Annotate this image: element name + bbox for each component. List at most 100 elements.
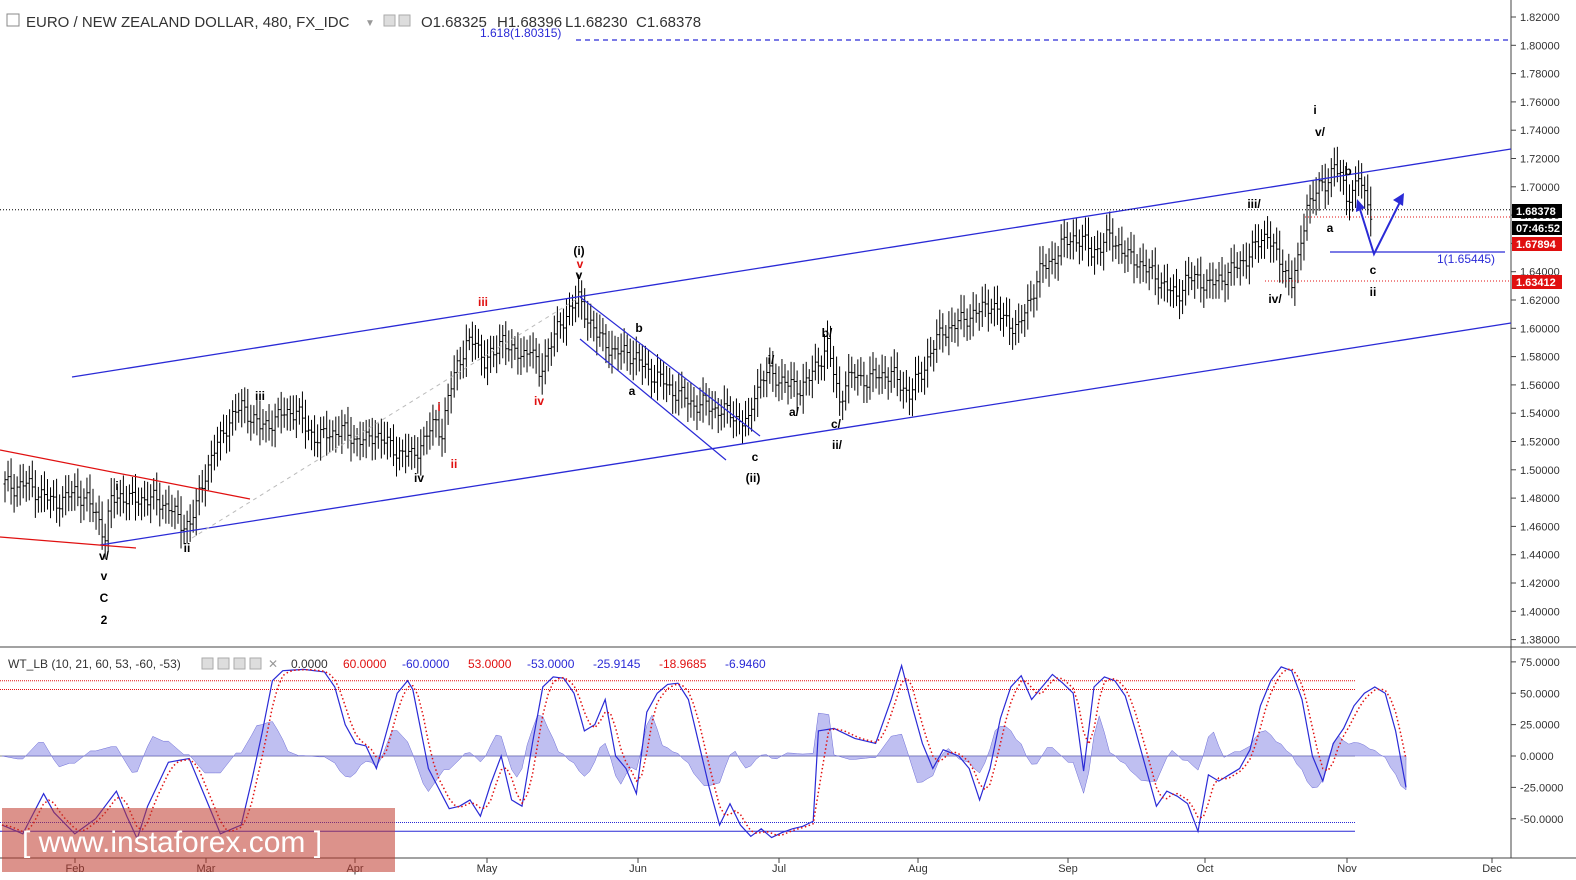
wave-label: iii: [255, 389, 265, 403]
layers-icon[interactable]: [233, 657, 246, 670]
add-icon[interactable]: [249, 657, 262, 670]
price-layer: [0, 39, 1512, 560]
wave-label: i/: [768, 353, 775, 367]
price-badge: [1512, 204, 1562, 218]
osc-value: -60.0000: [402, 657, 450, 671]
red-trendline-lower: [0, 536, 137, 549]
osc-value: -6.9460: [725, 657, 766, 671]
price-badge-text: 07:46:52: [1516, 223, 1560, 235]
wave-label: a/: [789, 405, 800, 419]
x-tick-label: Oct: [1196, 863, 1213, 875]
wave-label: (ii): [746, 471, 761, 485]
x-tick-label: Dec: [1482, 863, 1502, 875]
eye-icon[interactable]: [201, 657, 214, 670]
chart-header: EURO / NEW ZEALAND DOLLAR, 480, FX_IDC ▼…: [6, 13, 701, 31]
header-menu-icon[interactable]: [6, 13, 20, 27]
price-badge-text: 1.67894: [1516, 239, 1557, 251]
y-tick-label: 1.42000: [1520, 578, 1560, 590]
wave-label: ii: [1370, 285, 1377, 299]
wave-label: 2: [101, 613, 108, 627]
wave-label: iii: [478, 295, 488, 309]
gear-icon[interactable]: [398, 14, 411, 27]
target-label: 1(1.65445): [1437, 252, 1495, 266]
y-tick-label: 1.52000: [1520, 437, 1560, 449]
projection-arrowhead: [1393, 193, 1404, 206]
osc-y-tick-label: -25.0000: [1520, 782, 1563, 794]
correction-channel-upper: [579, 296, 761, 437]
wave-label: iv: [414, 471, 424, 485]
symbol-title: EURO / NEW ZEALAND DOLLAR, 480, FX_IDC: [26, 14, 350, 31]
osc-value: -18.9685: [659, 657, 707, 671]
osc-value: 53.0000: [468, 657, 512, 671]
osc-value: 0.0000: [291, 657, 328, 671]
x-tick-label: Nov: [1337, 863, 1357, 875]
wave-label: iii/: [1247, 197, 1261, 211]
gear-icon[interactable]: [217, 657, 230, 670]
price-badge: [1512, 275, 1562, 289]
close-icon[interactable]: ✕: [268, 657, 278, 671]
y-tick-label: 1.40000: [1520, 606, 1560, 618]
lower-channel-line: [99, 322, 1512, 546]
y-tick-label: 1.46000: [1520, 521, 1560, 533]
price-badge-text: 1.68378: [1516, 206, 1556, 218]
wave-label: ii: [451, 457, 458, 471]
price-badge-text: 1.63412: [1516, 277, 1556, 289]
osc-y-tick-label: 50.0000: [1520, 688, 1560, 700]
y-tick-label: 1.58000: [1520, 352, 1560, 364]
wave-label: a: [629, 384, 636, 398]
osc-value: -53.0000: [527, 657, 575, 671]
y-tick-label: 1.44000: [1520, 550, 1560, 562]
osc-y-tick-label: 25.0000: [1520, 720, 1560, 732]
wave-label: b: [635, 321, 642, 335]
ohlc-close: C1.68378: [636, 14, 701, 31]
ohlc-high: H1.68396: [497, 14, 562, 31]
y-tick-label: 1.62000: [1520, 295, 1560, 307]
correction-channel-lower: [579, 338, 727, 461]
wave-label: v: [101, 569, 108, 583]
wave-label: c/: [831, 417, 842, 431]
wave-label: i: [437, 400, 440, 414]
wave-label: b/: [822, 326, 833, 340]
wave-label: C: [100, 591, 109, 605]
y-tick-label: 1.38000: [1520, 635, 1560, 647]
wave-label: c: [752, 450, 759, 464]
y-tick-label: 1.54000: [1520, 408, 1560, 420]
osc-y-tick-label: -50.0000: [1520, 814, 1563, 826]
x-tick-label: Jul: [772, 863, 786, 875]
wave-label: v/: [99, 549, 110, 563]
y-tick-label: 1.78000: [1520, 69, 1560, 81]
wave-label: ii: [184, 541, 191, 555]
x-tick-label: Aug: [908, 863, 928, 875]
oscillator-title: WT_LB (10, 21, 60, 53, -60, -53): [8, 657, 181, 671]
y-tick-label: 1.56000: [1520, 380, 1560, 392]
chevron-down-icon[interactable]: ▼: [365, 18, 375, 29]
projection-arrowhead-start: [1356, 199, 1365, 212]
wave-label: iv: [534, 394, 544, 408]
eye-icon[interactable]: [383, 14, 396, 27]
price-badge: [1512, 237, 1562, 251]
fib-extension-label: 1.618(1.80315): [480, 26, 561, 40]
price-badge: [1512, 221, 1562, 235]
osc-value: -25.9145: [593, 657, 641, 671]
osc-value: 60.0000: [343, 657, 387, 671]
wave-label: ii/: [832, 438, 843, 452]
y-tick-label: 1.80000: [1520, 40, 1560, 52]
wave-label: b: [1344, 164, 1351, 178]
wave-label: v: [576, 268, 583, 282]
osc-y-tick-label: 0.0000: [1520, 751, 1554, 763]
y-tick-label: 1.76000: [1520, 97, 1560, 109]
oscillator-values: 0.0000 60.0000 -60.0000 53.0000 -53.0000 -25.…: [291, 657, 766, 671]
wave-label: iv/: [1268, 292, 1282, 306]
y-tick-label: 1.48000: [1520, 493, 1560, 505]
wave-label: a: [1327, 221, 1334, 235]
ohlc-open: O1.68325: [421, 14, 487, 31]
wave-label: v: [577, 257, 584, 271]
watermark: [ www.instaforex.com ]: [2, 808, 395, 872]
y-tick-label: 1.50000: [1520, 465, 1560, 477]
x-tick-label: Sep: [1058, 863, 1078, 875]
wave-label: i: [115, 479, 118, 493]
projection-path: [1358, 199, 1402, 257]
wave-label: (i): [573, 244, 584, 258]
wave-label: i: [1313, 103, 1316, 117]
